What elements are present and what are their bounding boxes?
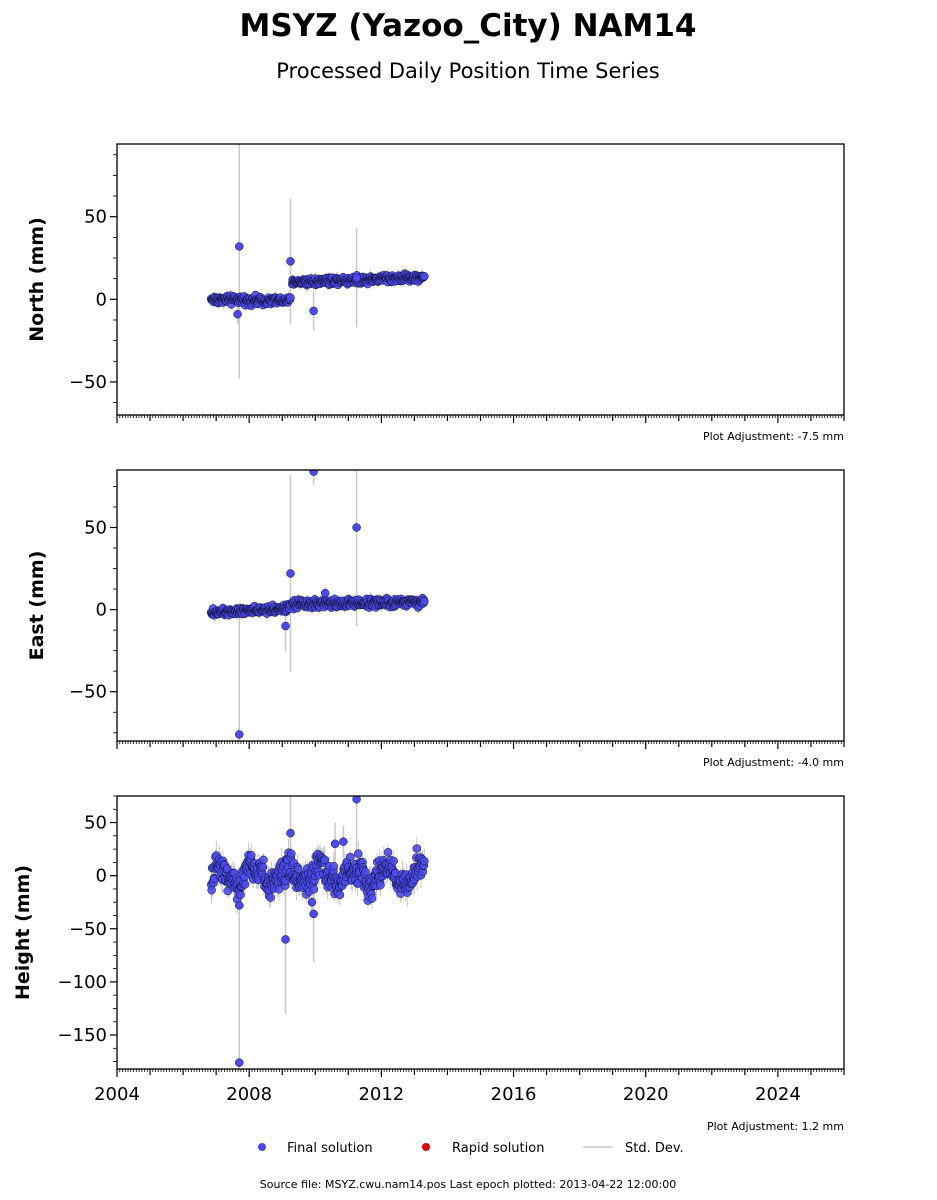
- y-tick-label: −50: [69, 919, 107, 940]
- source-footer: Source file: MSYZ.cwu.nam14.pos Last epo…: [260, 1178, 676, 1191]
- final-solution-point: [309, 306, 318, 316]
- height-panel: 2004 2008 2012 2016 2020 2024 50 0 −50 −100 −150 He…: [12, 795, 845, 1133]
- final-solution-point: [207, 885, 216, 895]
- final-solution-point: [361, 867, 370, 877]
- final-solution-point: [235, 730, 244, 739]
- plot-adjustment: Plot Adjustment: -7.5 mm: [703, 430, 844, 443]
- final-solution-point: [286, 828, 295, 838]
- final-solution-point: [420, 272, 429, 281]
- x-axis-ticks: [116, 415, 845, 423]
- final-solution-point: [286, 257, 295, 266]
- y-tick-label: 0: [96, 866, 107, 887]
- final-solution-point: [287, 849, 296, 858]
- final-solution-point: [346, 852, 355, 862]
- legend-stddev-label: Std. Dev.: [625, 1141, 684, 1156]
- final-solution-point: [320, 855, 330, 865]
- y-axis-ticks: [110, 486, 117, 734]
- final-solution-point: [286, 569, 295, 578]
- x-axis-ticks: [116, 741, 845, 749]
- final-solution-point: [236, 890, 245, 900]
- final-solution-point: [412, 844, 422, 853]
- y-tick-label: 0: [96, 600, 107, 621]
- y-axis-label: Height (mm): [12, 865, 34, 1000]
- final-solution-point: [352, 796, 361, 804]
- data-layer: [206, 144, 429, 379]
- final-solution-point: [330, 839, 340, 849]
- x-tick-label: 2024: [755, 1084, 801, 1105]
- east-panel: 50 0 −50 East (mm) Plot Adjustment: -4.0 mm: [26, 469, 845, 769]
- y-tick-label: 50: [84, 517, 107, 538]
- plot-frame: [116, 143, 845, 416]
- final-solution-point: [286, 293, 295, 302]
- final-solution-point: [352, 273, 361, 283]
- final-solution-point: [281, 935, 290, 944]
- data-layer: [206, 470, 429, 741]
- y-axis-label: North (mm): [26, 217, 48, 342]
- final-solution-point: [352, 523, 361, 532]
- y-tick-label: 50: [84, 813, 107, 834]
- final-solution-point: [354, 849, 363, 858]
- final-solution-point: [420, 597, 429, 606]
- stddev-bars: [210, 796, 425, 1069]
- final-solution-point: [383, 847, 393, 857]
- y-tick-label: 50: [84, 207, 107, 228]
- legend-final-marker: [258, 1143, 266, 1151]
- stddev-bars: [210, 144, 425, 379]
- final-solution-point: [235, 901, 244, 910]
- y-tick-label: −50: [69, 372, 107, 393]
- data-layer: [206, 796, 429, 1069]
- final-solution-point: [240, 880, 250, 889]
- y-tick-label: −100: [58, 972, 107, 993]
- final-solution-point: [320, 588, 330, 598]
- north-panel: 50 0 −50 North (mm) Plot Adjustment: -7.5 mm: [26, 143, 845, 443]
- final-solution-point: [309, 909, 318, 919]
- final-solution-point: [247, 850, 256, 860]
- final-solution-point: [309, 470, 318, 476]
- final-solution-point: [420, 856, 429, 866]
- final-solution-point: [389, 856, 398, 866]
- x-tick-label: 2020: [623, 1084, 669, 1105]
- y-axis-ticks: [110, 154, 117, 404]
- x-tick-label: 2012: [358, 1084, 404, 1105]
- final-solution-points: [206, 470, 429, 739]
- final-solution-point: [391, 868, 400, 878]
- y-tick-label: −50: [69, 682, 107, 703]
- x-axis-ticks: [116, 1069, 845, 1077]
- final-solution-point: [335, 890, 345, 900]
- legend: Final solution Rapid solution Std. Dev.: [258, 1141, 684, 1156]
- legend-rapid-label: Rapid solution: [452, 1141, 544, 1156]
- y-axis-ticks: [110, 795, 117, 1062]
- final-solution-point: [309, 885, 319, 894]
- y-tick-label: 0: [96, 289, 107, 310]
- x-tick-label: 2004: [94, 1084, 140, 1105]
- final-solution-point: [367, 894, 377, 903]
- final-solution-point: [339, 837, 348, 846]
- final-solution-point: [281, 621, 290, 631]
- final-solution-point: [376, 880, 385, 890]
- y-axis-label: East (mm): [26, 551, 48, 661]
- final-solution-point: [259, 855, 268, 865]
- final-solution-point: [235, 242, 244, 251]
- chart-title: MSYZ (Yazoo_City) NAM14: [239, 8, 696, 44]
- final-solution-point: [233, 309, 242, 319]
- plot-frame: [116, 795, 845, 1070]
- final-solution-points: [206, 796, 429, 1067]
- plot-adjustment: Plot Adjustment: 1.2 mm: [707, 1120, 844, 1133]
- final-solution-point: [307, 897, 317, 907]
- y-tick-label: −150: [58, 1025, 107, 1046]
- final-solution-points: [206, 242, 429, 319]
- final-solution-point: [235, 1058, 244, 1067]
- x-tick-label: 2008: [226, 1084, 272, 1105]
- legend-rapid-marker: [422, 1143, 430, 1151]
- plot-adjustment: Plot Adjustment: -4.0 mm: [703, 756, 844, 769]
- chart-subtitle: Processed Daily Position Time Series: [276, 59, 660, 83]
- final-solution-point: [258, 862, 268, 872]
- final-solution-point: [266, 893, 275, 902]
- final-solution-point: [329, 861, 339, 871]
- x-tick-label: 2016: [491, 1084, 537, 1105]
- legend-final-label: Final solution: [287, 1141, 373, 1156]
